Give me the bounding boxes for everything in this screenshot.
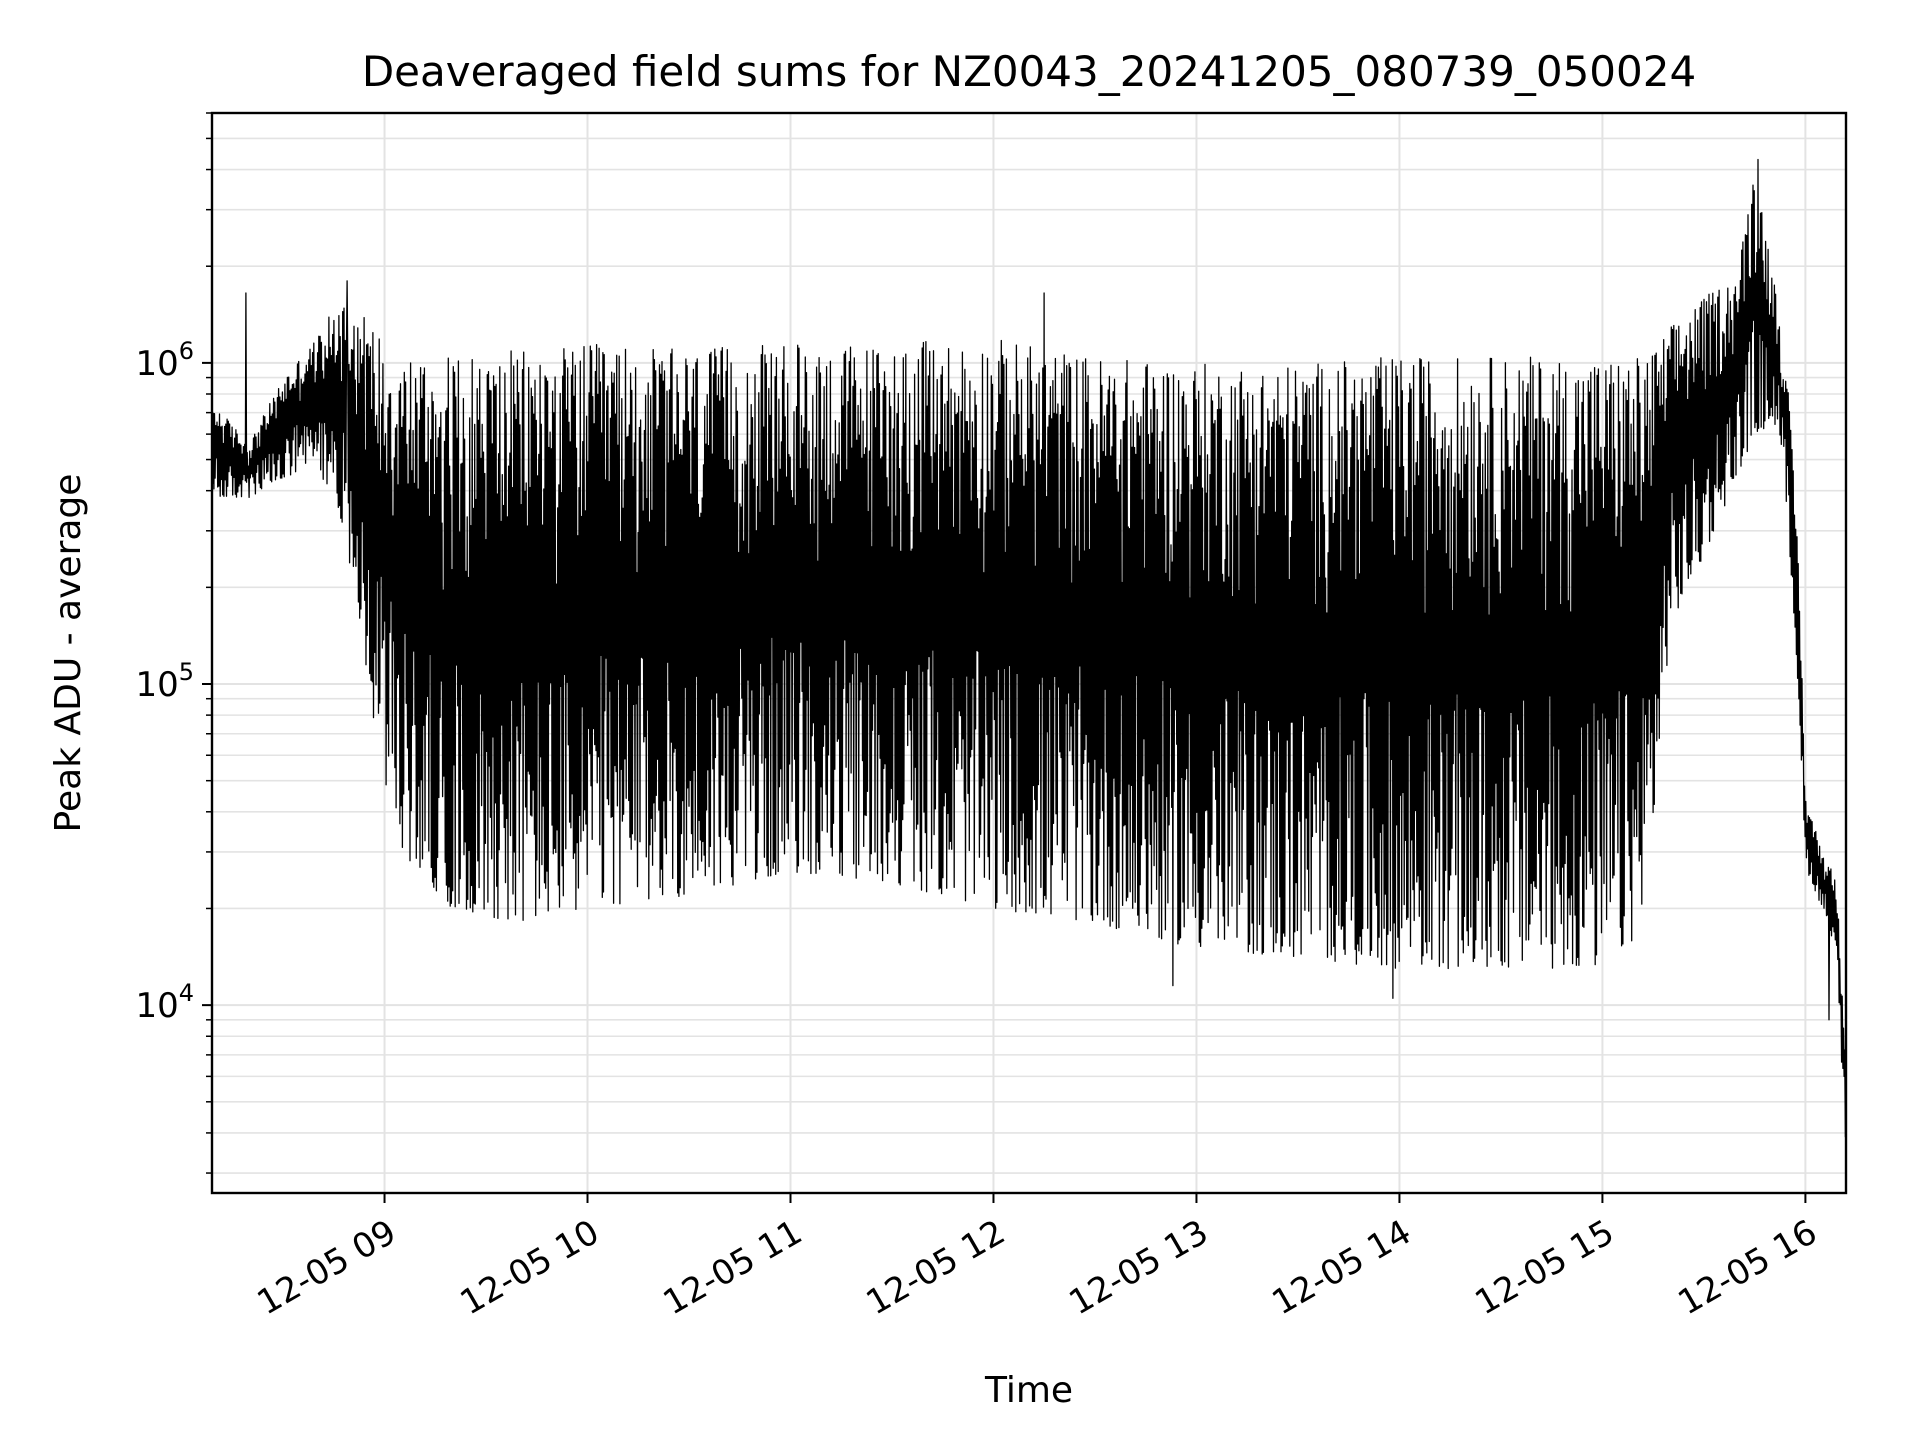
y-axis-label: Peak ADU - average [48, 474, 89, 833]
y-tick-label: 106 [135, 337, 194, 384]
chart-title: Deaveraged field sums for NZ0043_2024120… [362, 47, 1696, 96]
y-tick-label: 104 [135, 979, 194, 1026]
x-axis-label: Time [984, 1370, 1073, 1411]
data-layer [211, 158, 1847, 1138]
y-axis: 104 105 106 [135, 112, 212, 1174]
y-tick-label: 105 [135, 658, 194, 705]
series-line [211, 158, 1847, 1138]
plot-area-frame [210, 111, 1848, 1195]
